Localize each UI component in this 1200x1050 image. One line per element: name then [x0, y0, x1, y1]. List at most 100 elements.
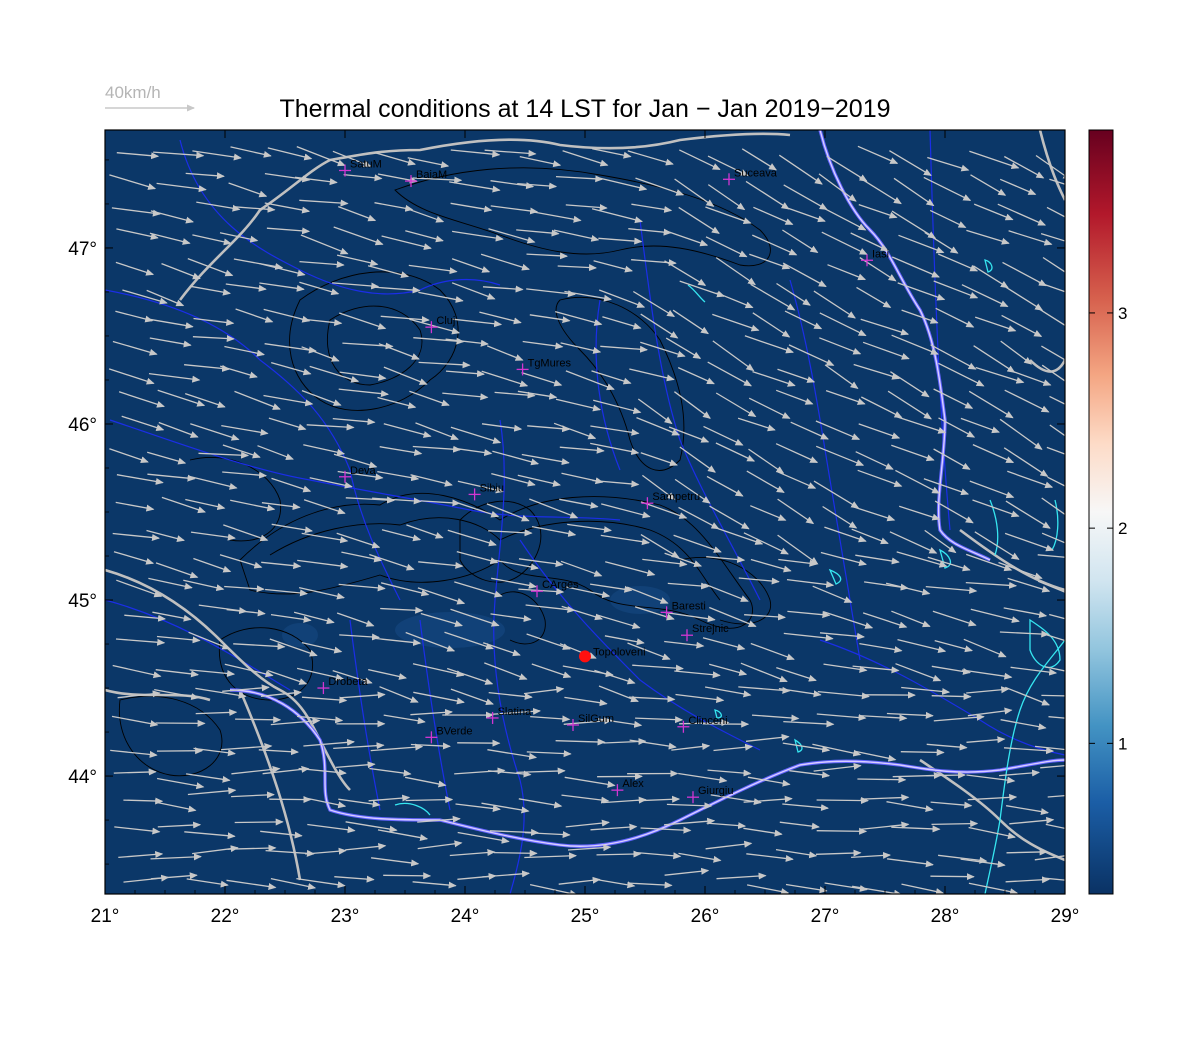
wind-arrow	[185, 498, 226, 511]
wind-arrow	[567, 844, 612, 852]
wind-arrow	[297, 559, 349, 570]
wind-arrow	[923, 478, 970, 496]
wind-arrow	[223, 524, 269, 542]
wind-arrow	[150, 853, 202, 861]
borders	[105, 130, 1065, 881]
wind-arrow	[122, 289, 168, 305]
wind-arrow	[1045, 823, 1065, 830]
wind-arrow	[487, 770, 532, 778]
wind-arrow	[1010, 666, 1058, 676]
wind-arrow	[260, 830, 303, 839]
wind-arrow	[970, 608, 1020, 624]
wind-arrow	[600, 534, 650, 546]
wind-arrow	[521, 453, 570, 466]
wind-arrow	[999, 178, 1037, 195]
wind-arrow	[972, 265, 1009, 289]
wind-arrow	[336, 254, 379, 267]
station-marker: Strejnic	[681, 623, 729, 642]
wind-arrow	[184, 831, 236, 840]
wind-arrow	[819, 337, 862, 355]
wind-arrow	[854, 750, 897, 762]
wind-arrow	[564, 776, 616, 788]
wind-arrow	[447, 529, 497, 547]
wind-arrow	[230, 499, 276, 512]
wind-arrow	[305, 847, 347, 855]
wind-arrow	[345, 821, 398, 833]
wind-arrow	[1006, 848, 1048, 856]
wind-arrow	[526, 252, 568, 260]
wind-arrow	[420, 499, 461, 507]
wind-arrow	[406, 524, 444, 539]
wind-arrow	[1041, 345, 1065, 361]
wind-arrow	[974, 316, 1017, 332]
wind-arrow	[1005, 876, 1050, 884]
wind-arrow	[263, 394, 314, 407]
wind-arrow	[593, 399, 642, 415]
colorbar-tick-label: 3	[1118, 304, 1127, 323]
station-label: BaiaM	[416, 169, 447, 181]
wind-arrow	[859, 642, 903, 653]
wind-arrow	[1037, 580, 1065, 593]
wind-arrow	[972, 499, 1020, 518]
wind-arrow	[885, 582, 931, 596]
station-marker: BVerde	[425, 725, 472, 744]
station-marker: Alex	[611, 778, 644, 797]
wind-arrow	[530, 715, 571, 723]
wind-arrow	[704, 583, 749, 602]
wind-arrow	[596, 850, 642, 858]
wind-arrow	[790, 421, 829, 440]
wind-arrow	[1003, 447, 1049, 477]
wind-arrow	[743, 795, 793, 803]
wind-arrow	[1001, 314, 1043, 337]
wind-arrow	[369, 553, 415, 571]
wind-arrow	[188, 631, 231, 650]
wind-arrow	[600, 345, 648, 353]
wind-arrow	[555, 175, 604, 183]
wind-arrow	[524, 831, 571, 839]
wind-arrow	[590, 442, 640, 455]
wind-arrow	[859, 257, 897, 282]
wind-arrow	[1038, 308, 1065, 327]
wind-arrow	[628, 228, 672, 236]
wind-arrow	[967, 793, 1018, 801]
wind-arrow	[410, 708, 453, 716]
wind-arrow	[150, 210, 194, 224]
wind-arrow	[1038, 281, 1065, 293]
wind-arrow	[454, 581, 503, 598]
wind-arrow	[336, 612, 375, 627]
wind-arrow	[631, 203, 673, 213]
wind-arrow	[664, 640, 705, 649]
wind-arrow	[111, 207, 161, 217]
wind-arrow	[897, 638, 947, 654]
wind-arrow	[412, 881, 457, 889]
wind-arrow	[235, 308, 274, 323]
wind-arrow	[219, 554, 263, 569]
station-marker: SatuM	[339, 158, 382, 177]
wind-arrow	[899, 505, 941, 521]
wind-arrow	[155, 562, 199, 579]
wind-arrow	[345, 842, 387, 851]
wind-arrow	[640, 313, 679, 339]
wind-arrow	[590, 425, 640, 436]
wind-arrow	[412, 445, 462, 453]
wind-arrow	[960, 858, 1006, 868]
wind-arrow	[371, 857, 420, 867]
wind-arrow	[115, 261, 155, 276]
wind-arrow	[185, 172, 225, 180]
wind-arrow	[640, 826, 692, 834]
wind-arrow	[117, 690, 161, 699]
wind-arrow	[891, 610, 931, 628]
wind-arrow	[527, 425, 571, 433]
wind-arrow	[626, 586, 669, 604]
wind-arrow	[664, 817, 716, 826]
wind-arrow	[187, 787, 237, 796]
wind-arrow	[161, 496, 206, 514]
wind-arrow	[409, 390, 450, 407]
wind-arrow	[933, 713, 985, 722]
wind-arrow	[261, 502, 301, 511]
wind-arrow	[824, 526, 867, 543]
wind-arrow	[488, 707, 541, 716]
wind-arrow	[267, 669, 308, 685]
wind-arrow	[961, 669, 1013, 680]
wind-arrow	[782, 742, 831, 753]
